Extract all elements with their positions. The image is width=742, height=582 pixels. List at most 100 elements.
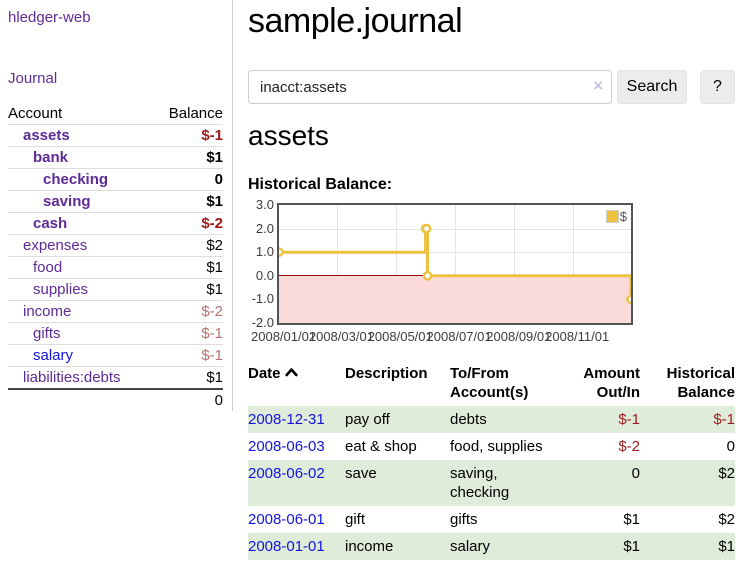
clear-search-icon[interactable]: × <box>593 76 603 95</box>
account-link[interactable]: assets <box>23 127 70 144</box>
transaction-date-link[interactable]: 2008-06-03 <box>248 438 325 455</box>
account-link[interactable]: cash <box>33 215 68 232</box>
search-bar: × Search ? <box>248 70 735 104</box>
transaction-accounts: saving, checking <box>450 460 562 506</box>
account-balance: $-2 <box>201 215 223 232</box>
data-point-marker <box>279 247 284 257</box>
help-button[interactable]: ? <box>700 70 735 104</box>
account-link[interactable]: checking <box>43 171 109 188</box>
account-link[interactable]: salary <box>33 347 74 364</box>
data-point-marker <box>422 271 433 281</box>
accounts-total-value: 0 <box>153 388 223 411</box>
account-row: saving $1 <box>8 190 223 213</box>
balance-line-series <box>279 223 631 305</box>
account-row: liabilities:debts $1 <box>8 366 223 389</box>
transaction-balance: $2 <box>640 460 735 506</box>
transaction-row: 2008-12-31 pay off debts $-1 $-1 <box>248 406 735 433</box>
transaction-amount: $1 <box>562 533 640 560</box>
account-balance: $2 <box>206 237 223 254</box>
transaction-balance: $-1 <box>640 406 735 433</box>
account-row: bank $1 <box>8 146 223 169</box>
account-row: income $-2 <box>8 300 223 323</box>
x-axis-tick-label: 2008/07/01 <box>426 329 492 344</box>
account-balance: $1 <box>206 149 223 166</box>
transaction-date-link[interactable]: 2008-06-02 <box>248 465 325 482</box>
vertical-gridline <box>395 205 397 323</box>
y-axis-tick-label: 2.0 <box>255 220 274 236</box>
vertical-gridline <box>336 205 338 323</box>
transaction-row: 2008-06-01 gift gifts $1 $2 <box>248 506 735 533</box>
date-column-header[interactable]: Date <box>248 360 345 406</box>
account-link[interactable]: food <box>33 259 63 276</box>
account-link[interactable]: supplies <box>33 281 89 298</box>
transaction-description: pay off <box>345 406 450 433</box>
y-axis-tick-label: 1.0 <box>255 244 274 260</box>
chart-plot-area: $ <box>277 203 633 325</box>
x-axis-tick-label: 2008/03/01 <box>308 329 374 344</box>
transaction-row: 2008-06-03 eat & shop food, supplies $-2… <box>248 433 735 460</box>
transaction-accounts: food, supplies <box>450 438 543 455</box>
transaction-amount: $-1 <box>562 406 640 433</box>
search-input[interactable] <box>248 70 612 104</box>
accounts-table: Account Balance assets $-1 bank $1 check… <box>8 103 223 411</box>
amount-column-header: Amount Out/In <box>583 365 640 401</box>
vertical-gridline <box>454 205 456 323</box>
account-balance: $1 <box>206 259 223 276</box>
account-balance: $1 <box>206 281 223 298</box>
negative-balance-region <box>279 275 631 323</box>
search-button[interactable]: Search <box>617 70 687 104</box>
account-balance: $1 <box>206 369 223 386</box>
sidebar-item-journal[interactable]: Journal <box>8 70 58 87</box>
vertical-gridline <box>573 205 575 323</box>
account-row: gifts $-1 <box>8 322 223 345</box>
account-balance: $1 <box>206 193 223 210</box>
transaction-balance: $1 <box>640 533 735 560</box>
account-row: checking 0 <box>8 168 223 191</box>
transaction-date-link[interactable]: 2008-06-01 <box>248 511 325 528</box>
x-axis-tick-label: 2008/01/01 <box>251 329 317 344</box>
chart-heading: Historical Balance: <box>248 176 393 193</box>
register-table: Date Description To/From Account(s) Amou… <box>248 360 735 560</box>
account-row: assets $-1 <box>8 124 223 147</box>
account-row: cash $-2 <box>8 212 223 235</box>
account-column-header: Account <box>8 105 63 122</box>
search-input-wrap: × <box>248 70 612 104</box>
account-link[interactable]: saving <box>43 193 91 210</box>
accounts-total-row: 0 <box>8 388 223 411</box>
account-balance: $-1 <box>201 347 223 364</box>
balance-column-header: Balance <box>168 105 223 122</box>
accounts-column-header: To/From Account(s) <box>450 365 529 401</box>
x-axis-tick-label: 2008/09/01 <box>486 329 552 344</box>
account-link[interactable]: expenses <box>23 237 88 254</box>
data-point-marker <box>421 223 432 234</box>
legend-label: $ <box>619 209 627 224</box>
description-column-header: Description <box>345 365 428 382</box>
legend-swatch-icon <box>605 210 619 223</box>
x-axis-tick-label: 2008/11/01 <box>545 329 610 344</box>
transaction-description: income <box>345 533 450 560</box>
account-link[interactable]: gifts <box>33 325 61 342</box>
data-point-marker <box>626 294 631 305</box>
account-row: salary $-1 <box>8 344 223 367</box>
register-table-header: Date Description To/From Account(s) Amou… <box>248 360 735 406</box>
transaction-accounts: gifts <box>450 511 478 528</box>
transaction-amount: $1 <box>623 511 640 528</box>
transaction-description: eat & shop <box>345 438 417 455</box>
transaction-amount: 0 <box>562 460 640 506</box>
transaction-date-link[interactable]: 2008-12-31 <box>248 411 325 428</box>
account-row: food $1 <box>8 256 223 279</box>
transaction-balance: 0 <box>726 438 735 455</box>
account-balance: $-1 <box>201 127 223 144</box>
transaction-accounts: debts <box>450 406 562 433</box>
account-balance: $-2 <box>201 303 223 320</box>
transaction-date-link[interactable]: 2008-01-01 <box>248 538 325 555</box>
app-title-link[interactable]: hledger-web <box>8 9 91 26</box>
account-link[interactable]: liabilities:debts <box>23 369 121 386</box>
x-axis-tick-label: 2008/05/01 <box>367 329 433 344</box>
account-link[interactable]: income <box>23 303 72 320</box>
y-axis-tick-label: -1.0 <box>251 291 274 307</box>
y-axis-tick-label: -2.0 <box>251 315 274 330</box>
account-link[interactable]: bank <box>33 149 69 166</box>
balance-column-header: Historical Balance <box>666 365 735 401</box>
